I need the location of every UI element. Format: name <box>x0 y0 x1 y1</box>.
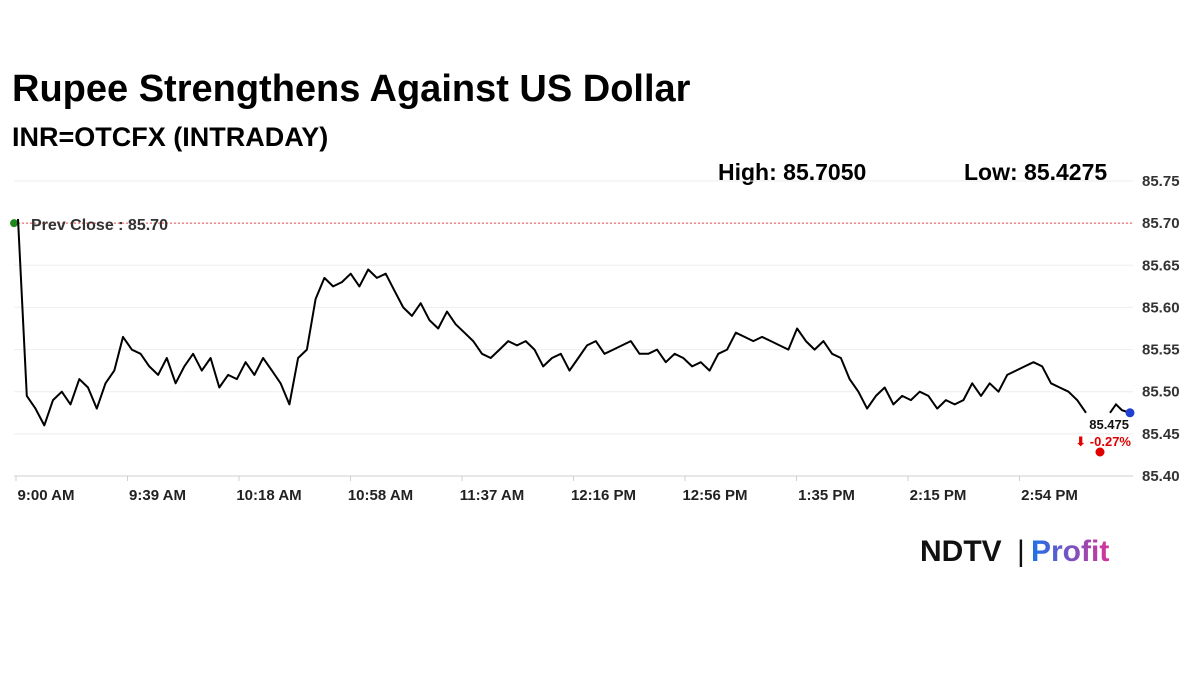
last-value-dot <box>1125 408 1135 418</box>
y-tick-label: 85.70 <box>1142 215 1180 232</box>
x-tick-label: 12:16 PM <box>571 487 636 504</box>
chart-title: Rupee Strengthens Against US Dollar <box>12 68 691 110</box>
grid-lines <box>14 180 1133 477</box>
x-tick-label: 2:54 PM <box>1021 487 1078 504</box>
prev-close-label: Prev Close : 85.70 <box>31 217 168 234</box>
prev-close-dot <box>10 219 18 228</box>
y-tick-label: 85.55 <box>1142 342 1180 359</box>
brand-profit: Profit <box>1031 535 1109 568</box>
y-tick-label: 85.50 <box>1142 384 1180 401</box>
change-label: ⬇ -0.27% <box>1075 434 1131 449</box>
x-tick-label: 10:58 AM <box>348 487 413 504</box>
brand-ndtv: NDTV <box>920 535 1002 568</box>
x-axis-ticks: 9:00 AM 9:39 AM 10:18 AM 10:58 AM 11:37 AM 12… <box>15 476 1078 504</box>
y-tick-label: 85.40 <box>1142 468 1180 485</box>
x-tick-label: 12:56 PM <box>682 487 747 504</box>
brand-divider: | <box>1017 535 1025 568</box>
last-value-label: 85.475 <box>1089 417 1129 432</box>
x-tick-label: 10:18 AM <box>236 487 301 504</box>
x-tick-label: 9:39 AM <box>129 487 186 504</box>
x-tick-label: 2:15 PM <box>910 487 967 504</box>
series-line <box>17 218 1087 427</box>
change-dot <box>1095 447 1105 457</box>
chart-subtitle: INR=OTCFX (INTRADAY) <box>12 122 328 152</box>
y-tick-label: 85.75 <box>1142 173 1180 190</box>
x-tick-label: 9:00 AM <box>18 487 75 504</box>
y-tick-label: 85.65 <box>1142 257 1180 274</box>
y-tick-label: 85.60 <box>1142 299 1180 316</box>
x-tick-label: 11:37 AM <box>460 487 524 504</box>
x-tick-label: 1:35 PM <box>798 487 855 504</box>
y-tick-label: 85.45 <box>1142 426 1180 443</box>
y-axis-ticks: 85.75 85.70 85.65 85.60 85.55 85.50 85.45 85.40 <box>1142 173 1180 485</box>
brand-logo: NDTV | Profit <box>920 535 1109 568</box>
